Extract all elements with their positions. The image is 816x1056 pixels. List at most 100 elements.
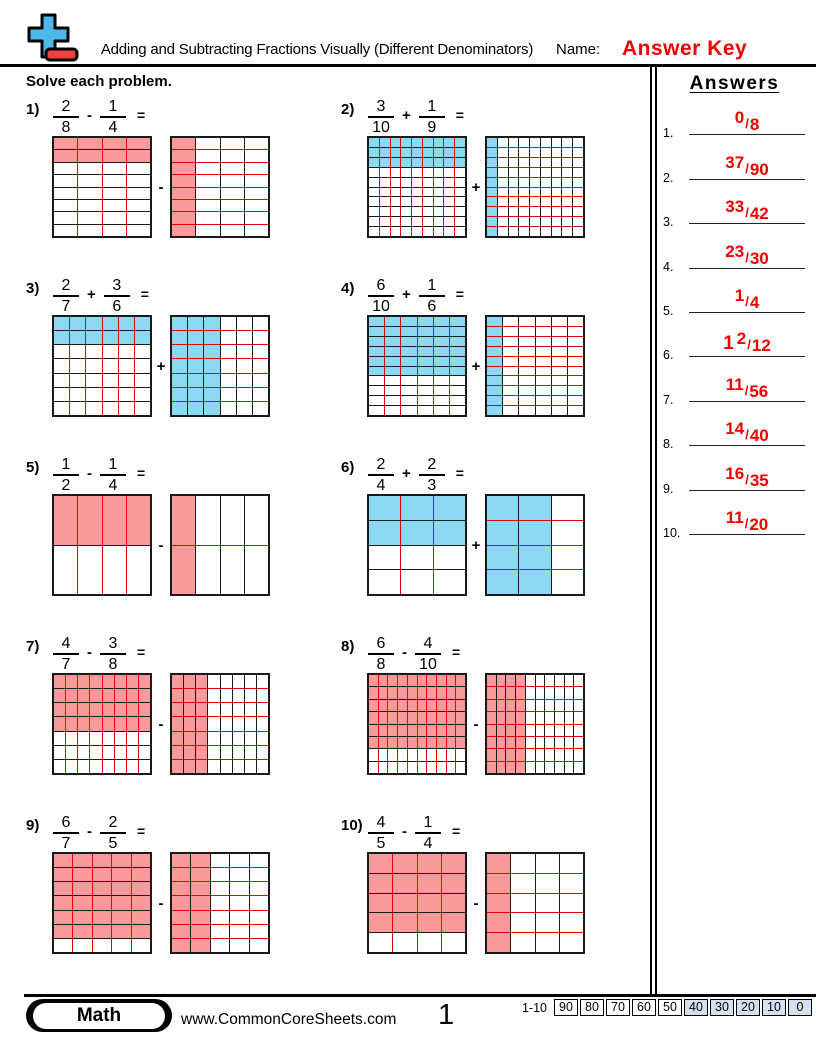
grid-cell [445,675,456,687]
grid-cell [208,702,220,716]
grid-cell [545,748,554,760]
grid-column [219,138,244,236]
grid-cell [130,896,150,910]
grid-cell [72,882,91,896]
grid-cell [210,867,230,881]
grid-column [187,317,204,415]
grid-row [369,395,465,406]
answer-row: 6. 1 2/12 [659,321,810,365]
grid-cell [172,881,191,895]
grid-cell [137,703,150,717]
grid-cell [369,406,384,415]
grid-cell [573,186,584,197]
grid-column [231,675,244,773]
grid-cell [236,344,252,358]
grid-cell [530,176,540,187]
grid-cell [516,711,525,723]
grid-cell [232,702,244,716]
answer-blank[interactable] [689,400,805,402]
grid-cell [245,675,256,688]
grid-column [539,138,551,236]
grid-column [172,675,184,773]
answer-blank[interactable] [689,267,805,269]
grid-cell [435,687,446,699]
grid-cell [232,716,244,730]
answer-value: 1 2/12 [689,329,805,355]
grid-cell [392,854,416,873]
grid-cell [85,345,101,359]
answer-blank[interactable] [689,223,805,225]
grid-cell [551,375,567,385]
answer-blank[interactable] [689,134,805,136]
grid-cell [519,365,535,376]
score-cell: 50 [658,999,682,1016]
grid-cell [220,544,244,595]
grid-cell [133,317,150,331]
grid-cell [196,675,207,688]
grid-cell [220,744,232,759]
grid-cell [101,317,118,331]
answer-blank[interactable] [689,445,805,447]
grid-cell [220,688,232,702]
grid-cell [551,544,583,570]
grid-cell [487,854,510,873]
operator-sign: - [158,536,164,554]
grid-cell [91,868,111,882]
grid-cell [91,896,111,910]
grid-row [369,156,465,167]
grid-cell [554,723,564,736]
grid-cell [85,359,101,373]
grid-cell [406,749,417,761]
grid-cell [196,702,208,716]
grid-row [369,723,465,736]
grid-cell [497,206,508,216]
grid-cell [411,167,422,177]
answer-blank[interactable] [689,533,805,535]
grid-cell [125,187,150,199]
grid-cell [54,925,72,938]
grid-cell [101,717,114,731]
fraction-numerator: 2 [61,278,71,294]
grid-cell [519,206,530,216]
fraction-grid-columns [485,673,585,775]
grid-cell [113,745,126,759]
grid-cell [125,675,138,689]
grid-cell [172,330,188,344]
grid-row [54,186,150,199]
grid-cell [236,386,252,401]
grid-row [54,149,150,162]
grid-cell [72,924,91,938]
answer-slash: / [745,471,749,487]
grid-cell [426,736,436,749]
problem-number: 4) [341,280,355,297]
grid-cell [421,157,433,167]
answer-blank[interactable] [689,311,805,313]
grid-cell [551,196,562,206]
answer-slash: / [745,116,749,132]
grid-cell [369,376,384,385]
grid-cell [406,761,417,773]
grid-cell [487,872,511,893]
answer-blank[interactable] [689,489,805,491]
grid-cell [400,187,411,197]
grid-cell [91,938,111,952]
problem-number: 9) [26,817,40,834]
grid-cell [416,317,433,326]
answer-blank[interactable] [689,356,805,358]
grid-row [54,758,150,773]
answer-row: 5. 1/4 [659,277,810,321]
fraction-numerator: 4 [376,815,386,831]
grid-cell [432,366,449,376]
answer-blank[interactable] [689,178,805,180]
answer-slash: / [744,382,749,398]
grid-cell [101,331,118,345]
grid-cell [397,699,407,712]
equals-sign: = [455,107,464,123]
grid-cell [244,198,268,211]
grid-cell [184,716,196,730]
problem-number: 3) [26,280,40,297]
operator-sign: - [87,465,92,482]
grid-cell [221,675,232,688]
